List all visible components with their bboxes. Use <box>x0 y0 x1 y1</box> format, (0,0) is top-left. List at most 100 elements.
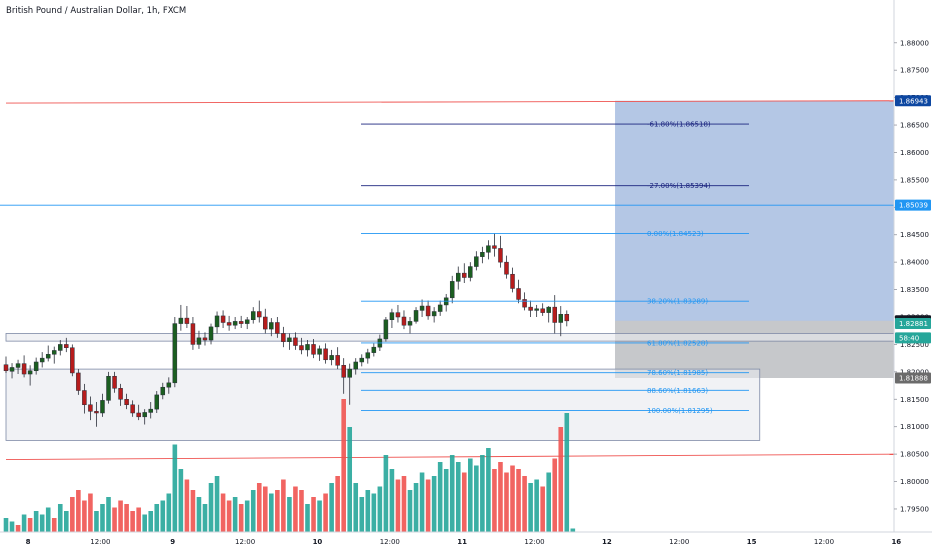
candle-body <box>214 315 220 328</box>
volume-bar <box>33 511 39 532</box>
candle-body <box>238 321 244 324</box>
candle-body <box>226 322 232 326</box>
candle-body <box>449 281 455 299</box>
candle-body <box>15 363 21 368</box>
volume-bar <box>232 497 238 532</box>
candle-body <box>413 310 419 322</box>
price-tag <box>895 332 931 344</box>
candle-body <box>3 364 9 372</box>
candle-body <box>468 266 473 278</box>
time-label: 12:00 <box>90 538 110 546</box>
volume-bar <box>341 399 346 532</box>
candle-body <box>33 361 39 372</box>
volume-bar <box>510 465 515 532</box>
volume-bar <box>51 518 57 532</box>
price-tag <box>895 199 931 211</box>
candle-body <box>190 323 196 345</box>
price-tag-label: 1.85039 <box>899 202 928 210</box>
volume-bar <box>287 497 292 532</box>
volume-bar <box>546 472 551 532</box>
volume-bar <box>281 479 286 532</box>
candle-body <box>51 350 57 355</box>
candle-body <box>88 404 93 412</box>
time-label: 12:00 <box>524 538 544 546</box>
candle-body <box>142 412 147 418</box>
volume-bar <box>64 511 69 532</box>
volume-bar <box>262 486 268 532</box>
volume-bar <box>82 500 87 532</box>
candle-body <box>359 357 365 363</box>
price-tag-label: 1.86943 <box>899 97 928 105</box>
candle-body <box>220 315 226 323</box>
candle-body <box>389 312 395 320</box>
volume-bar <box>184 479 190 532</box>
candle-body <box>118 388 123 400</box>
volume-bar <box>419 472 425 532</box>
time-label: 15 <box>747 538 757 546</box>
volume-bar <box>468 458 473 532</box>
volume-bar <box>250 490 256 532</box>
volume-bar <box>492 469 497 532</box>
volume-bar <box>365 490 371 532</box>
volume-bar <box>323 493 328 532</box>
volume-bar <box>329 483 334 532</box>
volume-bar <box>142 514 147 532</box>
candle-body <box>172 323 178 384</box>
candle-body <box>269 322 274 330</box>
candle-body <box>9 367 15 372</box>
volume-bar <box>148 511 154 532</box>
volume-bar <box>130 511 135 532</box>
volume-bar <box>118 500 123 532</box>
time-label: 12 <box>602 538 612 546</box>
volume-bar <box>540 486 545 532</box>
volume-bar <box>474 465 479 532</box>
candle-body <box>480 252 485 257</box>
volume-bar <box>269 493 274 532</box>
price-tick-label: 1.87500 <box>900 67 929 75</box>
price-tick-label: 1.84000 <box>900 259 929 267</box>
time-label: 10 <box>313 538 323 546</box>
trendline-0 <box>5 100 895 104</box>
volume-bar <box>226 500 232 532</box>
candle-body <box>558 314 564 323</box>
candle-body <box>419 305 425 311</box>
time-label: 12:00 <box>380 538 400 546</box>
price-axis[interactable]: 1.880001.875001.870001.865001.860001.855… <box>893 0 932 550</box>
volume-bar <box>522 476 527 532</box>
candle-body <box>323 348 328 361</box>
price-tick-label: 1.86000 <box>900 149 929 157</box>
volume-bar <box>335 476 340 532</box>
volume-bar <box>401 476 407 532</box>
candle-body <box>202 337 208 341</box>
price-tag <box>895 318 931 330</box>
time-axis[interactable]: 8 12:00 9 12:00 10 12:00 11 12:00 12 12:00 15 12:00… <box>0 531 932 550</box>
price-tick-label: 1.88000 <box>900 39 929 47</box>
volume-bar <box>347 427 353 532</box>
candle-body <box>64 344 69 348</box>
volume-bar <box>220 493 226 532</box>
candle-body <box>516 288 521 300</box>
price-axis-bg <box>894 0 932 550</box>
candle-body <box>431 311 437 317</box>
volume-bar <box>39 514 45 532</box>
price-tag-label: 58:40 <box>899 334 919 342</box>
volume-bar <box>486 448 491 532</box>
volume-bar <box>27 518 33 532</box>
volume-bar <box>413 483 419 532</box>
volume-bar <box>88 493 93 532</box>
candle-body <box>407 321 413 326</box>
volume-bar <box>136 507 141 532</box>
volume-bar <box>124 504 129 532</box>
zone-support <box>5 368 761 441</box>
volume-bar <box>208 483 214 532</box>
candle-body <box>196 337 202 345</box>
candle-body <box>522 299 527 308</box>
candle-body <box>82 390 87 406</box>
candle-body <box>498 248 503 263</box>
volume-bar <box>238 504 244 532</box>
candle-body <box>437 304 443 312</box>
fib-label: 38.20%(1.83289) <box>647 298 708 306</box>
candle-body <box>401 316 407 326</box>
volume-bar <box>558 427 564 532</box>
